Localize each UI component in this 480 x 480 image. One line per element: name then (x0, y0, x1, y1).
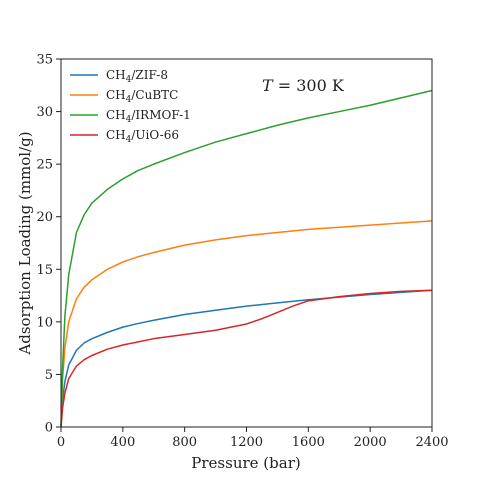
plot-area (60, 89, 433, 428)
y-tick-label: 15 (36, 263, 53, 278)
y-tick-label: 35 (36, 53, 53, 68)
x-tick-label: 0 (57, 435, 65, 450)
legend-label-1: CH4/CuBTC (106, 88, 178, 105)
y-tick-label: 20 (36, 210, 53, 225)
series-line-3 (60, 289, 433, 428)
x-tick-label: 1200 (230, 435, 263, 450)
temperature-symbol: T (262, 76, 274, 95)
series-line-1 (60, 220, 433, 428)
y-tick-label: 25 (36, 158, 53, 173)
x-tick-label: 2400 (415, 435, 448, 450)
y-tick-label: 30 (36, 105, 53, 120)
x-axis: 0 400 800 1200 1600 2000 2400 (57, 427, 449, 450)
x-tick-label: 1600 (292, 435, 325, 450)
y-axis: 0 5 10 15 20 25 30 35 (36, 53, 61, 436)
y-axis-title: Adsorption Loading (mmol/g) (16, 131, 34, 355)
legend-label-3: CH4/UiO-66 (106, 128, 179, 145)
x-tick-label: 2000 (354, 435, 387, 450)
y-tick-label: 5 (45, 368, 53, 383)
legend-label-2: CH4/IRMOF-1 (106, 108, 191, 125)
x-tick-label: 800 (172, 435, 197, 450)
series-line-0 (60, 289, 433, 428)
temperature-annotation: T = 300 K (262, 76, 345, 95)
temperature-value: = 300 K (273, 76, 345, 95)
series-line-2 (60, 89, 433, 428)
x-axis-title: Pressure (bar) (191, 454, 300, 472)
legend-label-0: CH4/ZIF-8 (106, 68, 168, 85)
y-tick-label: 10 (36, 315, 53, 330)
x-tick-label: 400 (110, 435, 135, 450)
y-tick-label: 0 (45, 421, 53, 436)
legend: CH4/ZIF-8 CH4/CuBTC CH4/IRMOF-1 CH4/UiO-66 (70, 68, 191, 145)
